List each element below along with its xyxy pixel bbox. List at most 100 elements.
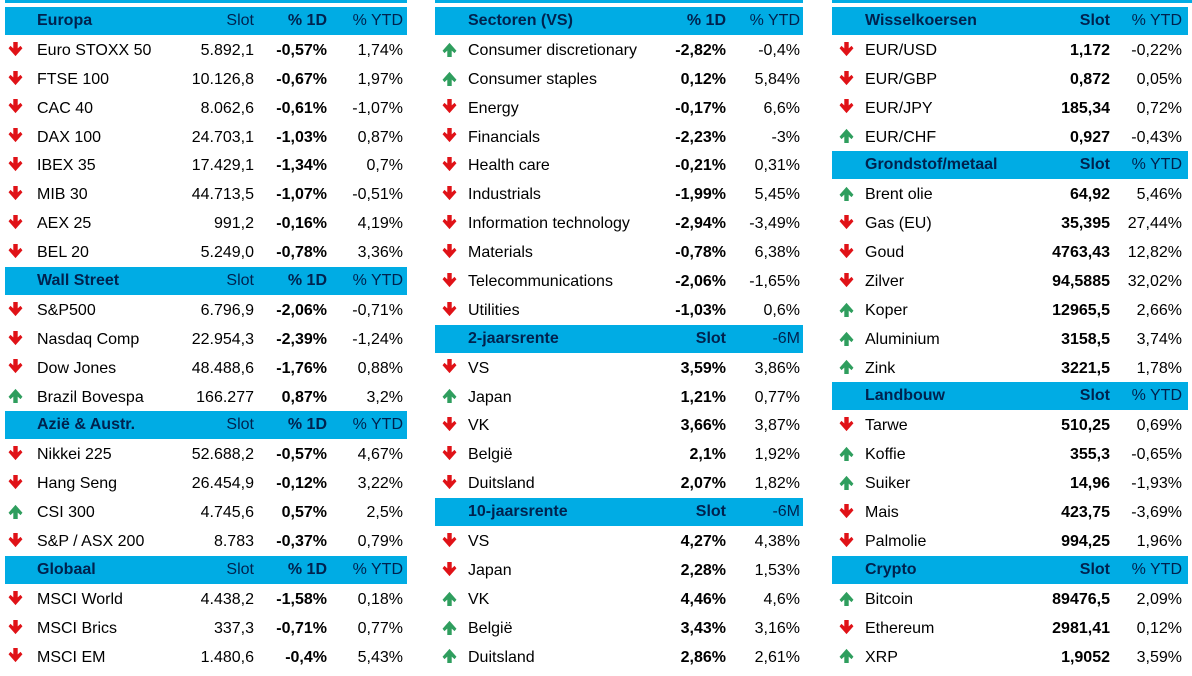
value-cell: 32,02%	[1127, 273, 1182, 290]
column-header: Slot	[695, 502, 726, 520]
data-row: België 3,43% 3,16%	[435, 614, 803, 643]
up-arrow-icon	[839, 475, 854, 491]
value-cell: -1,58%	[276, 590, 327, 608]
value-cell: 4.438,2	[200, 590, 254, 608]
value-cell: 1,9052	[1061, 648, 1110, 666]
data-row: MIB 30 44.713,5 -1,07% -0,51%	[5, 180, 407, 209]
instrument-name: EUR/CHF	[865, 128, 937, 146]
data-row: Koper 12965,5 2,66%	[832, 296, 1188, 325]
down-arrow-icon	[8, 215, 23, 230]
value-cell: 1.480,6	[200, 648, 254, 666]
section-header: 2-jaarsrente Slot -6M	[435, 324, 803, 354]
down-arrow-icon	[442, 475, 457, 490]
value-cell: -0,51%	[352, 186, 403, 204]
instrument-name: IBEX 35	[37, 157, 96, 175]
value-cell: 994,25	[1061, 533, 1110, 551]
value-cell: 8.783	[213, 533, 254, 551]
down-arrow-icon	[839, 41, 854, 57]
column-header: -6M	[772, 329, 800, 347]
data-row: Consumer staples 0,12% 5,84%	[435, 65, 803, 94]
down-arrow-icon	[8, 157, 23, 172]
value-cell: 3,22%	[357, 475, 403, 493]
value-cell: 3,2%	[366, 388, 403, 406]
value-cell: 991,2	[213, 215, 254, 233]
value-cell: 2,86%	[680, 648, 726, 666]
data-row: Zink 3221,5 1,78%	[832, 353, 1188, 382]
up-arrow-icon	[839, 186, 854, 202]
instrument-name: Goud	[865, 244, 905, 262]
section-title: 2-jaarsrente	[468, 329, 559, 347]
data-row: Koffie 355,3 -0,65%	[832, 440, 1188, 469]
down-arrow-icon	[8, 648, 23, 663]
value-cell: 12,82%	[1127, 244, 1182, 262]
data-row: Nikkei 225 52.688,2 -0,57% 4,67%	[5, 440, 407, 469]
down-arrow-icon	[8, 475, 23, 490]
instrument-name: S&P500	[37, 301, 96, 319]
top-cropped-row-strip-right	[832, 0, 1192, 3]
value-cell: 3,43%	[680, 619, 726, 637]
data-row: Brent olie 64,92 5,46%	[832, 180, 1188, 209]
instrument-name: België	[468, 446, 513, 464]
data-row: EUR/USD 1,172 -0,22%	[832, 36, 1188, 65]
value-cell: 6,6%	[763, 99, 800, 117]
column-header: % YTD	[1131, 560, 1182, 578]
data-row: MSCI EM 1.480,6 -0,4% 5,43%	[5, 642, 407, 671]
value-cell: 4,38%	[754, 533, 800, 551]
value-cell: 4,27%	[680, 533, 726, 551]
instrument-name: BEL 20	[37, 244, 89, 262]
value-cell: -0,71%	[352, 301, 403, 319]
value-cell: 3,59%	[1136, 648, 1182, 666]
value-cell: 2,66%	[1136, 301, 1182, 319]
instrument-name: Palmolie	[865, 533, 927, 551]
column-header: Slot	[226, 560, 254, 578]
value-cell: 1,74%	[357, 41, 403, 59]
up-arrow-icon	[442, 71, 457, 86]
data-row: Hang Seng 26.454,9 -0,12% 3,22%	[5, 469, 407, 498]
value-cell: 0,87%	[357, 128, 403, 146]
section-title: 10-jaarsrente	[468, 502, 568, 520]
data-row: VS 4,27% 4,38%	[435, 527, 803, 556]
up-arrow-icon	[442, 42, 457, 57]
section-header: Europa Slot % 1D % YTD	[5, 6, 407, 36]
value-cell: -3,69%	[1131, 504, 1182, 522]
value-cell: 2,61%	[754, 648, 800, 666]
value-cell: 1,97%	[357, 70, 403, 88]
down-arrow-icon	[8, 359, 23, 374]
column-header: % YTD	[1131, 156, 1182, 174]
instrument-name: Duitsland	[468, 648, 535, 666]
instrument-name: Koffie	[865, 446, 906, 464]
instrument-name: Japan	[468, 388, 512, 406]
value-cell: 3,74%	[1136, 330, 1182, 348]
data-row: Materials -0,78% 6,38%	[435, 238, 803, 267]
column-header: % 1D	[287, 416, 327, 434]
column-header: % 1D	[287, 271, 327, 289]
up-arrow-icon	[839, 128, 854, 144]
column-header: % 1D	[287, 11, 327, 29]
up-arrow-icon	[442, 388, 457, 404]
section-title: Sectoren (VS)	[468, 11, 573, 29]
instrument-name: FTSE 100	[37, 70, 110, 88]
value-cell: 0,72%	[1136, 99, 1182, 117]
value-cell: -0,22%	[1131, 41, 1182, 59]
value-cell: 3,66%	[680, 417, 726, 435]
value-cell: -0,65%	[1131, 446, 1182, 464]
value-cell: -1,93%	[1131, 475, 1182, 493]
instrument-name: AEX 25	[37, 215, 92, 233]
data-row: BEL 20 5.249,0 -0,78% 3,36%	[5, 238, 407, 267]
instrument-name: S&P / ASX 200	[37, 533, 145, 551]
data-row: Health care -0,21% 0,31%	[435, 151, 803, 180]
value-cell: 355,3	[1069, 446, 1110, 464]
value-cell: -1,34%	[276, 157, 327, 175]
value-cell: 0,69%	[1136, 417, 1182, 435]
value-cell: -0,16%	[276, 215, 327, 233]
value-cell: -3,49%	[749, 215, 800, 233]
top-cropped-row-strip-middle	[435, 0, 803, 3]
value-cell: 0,6%	[763, 301, 800, 319]
value-cell: 24.703,1	[191, 128, 254, 146]
value-cell: -0,21%	[675, 157, 726, 175]
instrument-name: Aluminium	[865, 330, 940, 348]
data-row: MSCI Brics 337,3 -0,71% 0,77%	[5, 614, 407, 643]
value-cell: 510,25	[1061, 417, 1110, 435]
data-row: Gas (EU) 35,395 27,44%	[832, 209, 1188, 238]
down-arrow-icon	[442, 99, 457, 114]
